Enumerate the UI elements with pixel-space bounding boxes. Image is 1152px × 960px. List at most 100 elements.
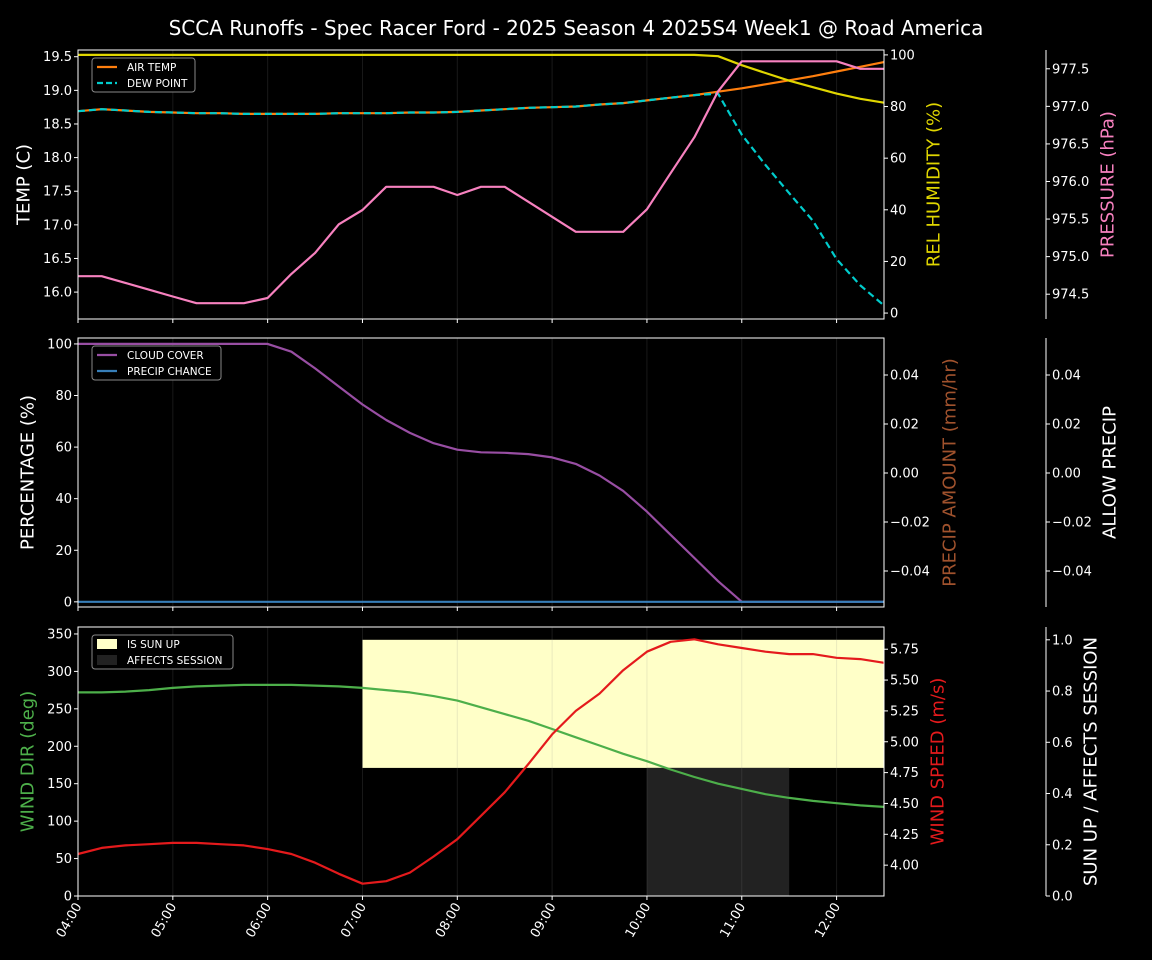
- legend-swatch: [97, 655, 117, 665]
- series-line-third-axis: [78, 60, 884, 305]
- tick-label: 0.04: [890, 368, 919, 383]
- panel-3: 0 50 100 150 200 250 300 350 4.00 4.25 4.50 4.75 5.0…: [18, 626, 1102, 941]
- tick-label: 0.8: [1052, 685, 1073, 700]
- tick-label: 250: [47, 702, 72, 717]
- tick-label: 350: [47, 627, 72, 642]
- x-tick-label: 06:00: [243, 901, 275, 941]
- tick-label: 20: [890, 255, 907, 270]
- band-affects-session: [646, 767, 790, 896]
- tick-label: 100: [47, 815, 72, 830]
- tick-label: 100: [47, 337, 72, 352]
- tick-label: 0.02: [1052, 417, 1081, 432]
- chart-title: SCCA Runoffs - Spec Racer Ford - 2025 Se…: [169, 16, 984, 40]
- tick-label: 0.2: [1052, 838, 1073, 853]
- legend: AIR TEMP DEW POINT: [91, 57, 196, 93]
- x-tick-label: 04:00: [54, 901, 86, 941]
- series-line-dew-point: [77, 92, 885, 307]
- tick-label: 20: [55, 544, 72, 559]
- tick-label: 0: [890, 307, 898, 322]
- axis-label-left-axis: PERCENTAGE (%): [18, 395, 39, 550]
- legend-frame: [91, 345, 222, 381]
- tick-label: 5.75: [890, 643, 919, 658]
- tick-label: 16.0: [43, 286, 72, 301]
- tick-label: 0.4: [1052, 787, 1073, 802]
- axis-label-third-axis: PRESSURE (hPa): [1098, 111, 1119, 258]
- legend-frame: [91, 57, 196, 93]
- tick-label: 0.04: [1052, 368, 1081, 383]
- series-line-right-axis: [77, 638, 885, 885]
- axis-label-left-axis: TEMP (C): [14, 144, 35, 226]
- tick-label: −0.04: [1052, 564, 1092, 579]
- tick-label: 16.5: [43, 252, 72, 267]
- x-tick-label: 08:00: [433, 901, 465, 941]
- tick-label: 4.75: [890, 766, 919, 781]
- band-is-sun-up: [362, 639, 884, 768]
- legend-label: PRECIP CHANCE: [127, 366, 212, 378]
- panel-1: 16.0 16.5 17.0 17.5 18.0 18.5 19.0 19.5 0 20 40 60 8…: [14, 48, 1119, 323]
- tick-label: 60: [55, 441, 72, 456]
- tick-label: 18.5: [43, 117, 72, 132]
- tick-label: 1.0: [1052, 633, 1073, 648]
- tick-label: 0.6: [1052, 736, 1073, 751]
- series-line-left-axis: [78, 683, 885, 808]
- tick-label: 80: [890, 100, 907, 115]
- tick-label: 19.5: [43, 50, 72, 65]
- tick-label: 40: [55, 492, 72, 507]
- tick-label: 974.5: [1052, 288, 1089, 303]
- tick-label: 300: [47, 665, 72, 680]
- tick-label: 17.0: [43, 218, 72, 233]
- tick-label: 0.00: [1052, 466, 1081, 481]
- tick-label: 975.0: [1052, 250, 1089, 265]
- tick-label: 0.0: [1052, 890, 1073, 905]
- tick-label: −0.04: [890, 564, 930, 579]
- tick-label: 0.00: [890, 466, 919, 481]
- tick-label: 0.02: [890, 417, 919, 432]
- series-line-right-axis: [78, 53, 885, 104]
- tick-label: 4.25: [890, 828, 919, 843]
- tick-label: 19.0: [43, 84, 72, 99]
- panel-2: 0 20 40 60 80 100 −0.04 −0.02 0.00 0.02 0.04 −0.04 −…: [18, 337, 1121, 611]
- tick-label: 0: [64, 595, 72, 610]
- legend-label: AIR TEMP: [127, 62, 176, 74]
- tick-label: 977.0: [1052, 100, 1089, 115]
- legend-label: IS SUN UP: [127, 639, 180, 651]
- legend: IS SUN UP AFFECTS SESSION: [91, 634, 234, 670]
- tick-label: 80: [55, 389, 72, 404]
- plot-frame: [77, 626, 885, 897]
- legend-swatch: [97, 639, 117, 649]
- tick-label: 976.0: [1052, 175, 1089, 190]
- tick-label: 4.50: [890, 797, 919, 812]
- axis-label-left-axis: WIND DIR (deg): [18, 691, 39, 833]
- axis-label-third-axis: SUN UP / AFFECTS SESSION: [1081, 637, 1102, 886]
- axis-label-right-axis: REL HUMIDITY (%): [924, 102, 945, 267]
- tick-label: 100: [890, 48, 915, 63]
- tick-label: 40: [890, 203, 907, 218]
- tick-label: 200: [47, 740, 72, 755]
- tick-label: 5.50: [890, 674, 919, 689]
- legend-label: DEW POINT: [127, 78, 188, 90]
- tick-label: 150: [47, 777, 72, 792]
- x-tick-label: 12:00: [812, 901, 844, 941]
- tick-label: 0: [64, 890, 72, 905]
- x-tick-label: 09:00: [528, 901, 560, 941]
- plot-frame: [77, 49, 885, 320]
- tick-label: 17.5: [43, 185, 72, 200]
- x-tick-label: 05:00: [149, 901, 181, 941]
- x-tick-label: 07:00: [338, 901, 370, 941]
- tick-label: −0.02: [1052, 515, 1092, 530]
- tick-label: 975.5: [1052, 213, 1089, 228]
- axis-label-right-axis: WIND SPEED (m/s): [928, 678, 949, 846]
- legend-frame: [91, 634, 234, 670]
- tick-label: 976.5: [1052, 137, 1089, 152]
- series-line-cloud-cover: [78, 342, 884, 603]
- axis-label-third-axis: ALLOW PRECIP: [1100, 406, 1121, 539]
- legend-label: CLOUD COVER: [127, 350, 204, 362]
- tick-label: −0.02: [890, 515, 930, 530]
- tick-label: 60: [890, 152, 907, 167]
- x-tick-label: 10:00: [623, 901, 655, 941]
- tick-label: 5.00: [890, 735, 919, 750]
- x-tick-label: 11:00: [718, 901, 750, 941]
- tick-label: 18.0: [43, 151, 72, 166]
- axis-label-right-axis: PRECIP AMOUNT (mm/hr): [940, 358, 961, 587]
